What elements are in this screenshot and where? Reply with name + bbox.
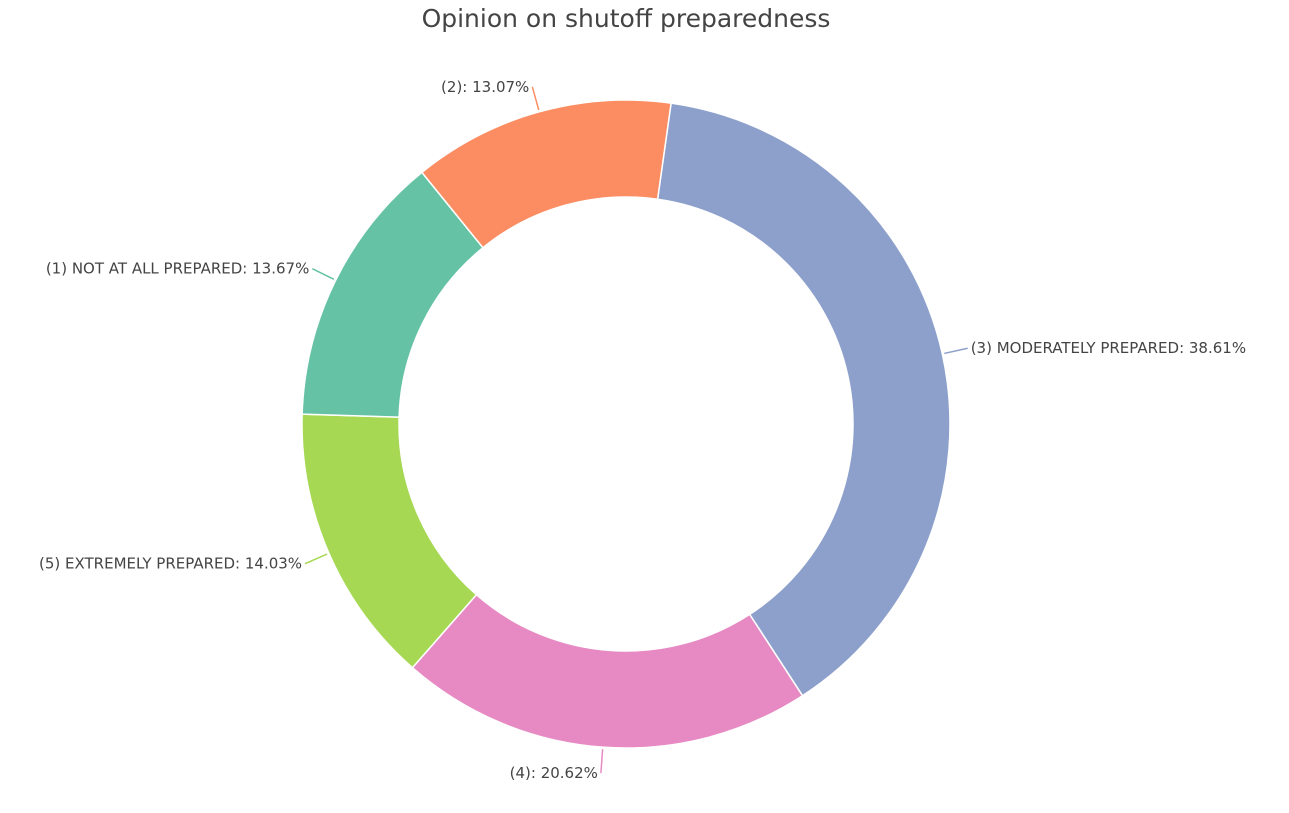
leader-line-3-moderately-prepared <box>944 348 967 353</box>
slice-label-3-moderately-prepared: (3) MODERATELY PREPARED: 38.61% <box>971 339 1246 357</box>
donut-slices <box>302 100 950 748</box>
slice-label-5-extremely-prepared: (5) EXTREMELY PREPARED: 14.03% <box>39 555 302 573</box>
leader-line-1-not-at-all-prepared <box>312 269 334 280</box>
slice-label-1-not-at-all-prepared: (1) NOT AT ALL PREPARED: 13.67% <box>46 260 310 278</box>
leader-line-4 <box>601 749 603 773</box>
donut-slice-3-moderately-prepared[interactable] <box>658 103 950 696</box>
slice-label-4: (4): 20.62% <box>510 764 598 782</box>
slice-label-2: (2): 13.07% <box>441 78 529 96</box>
donut-slice-4[interactable] <box>412 595 802 748</box>
leader-line-5-extremely-prepared <box>305 554 327 564</box>
chart-title: Opinion on shutoff preparedness <box>422 4 831 33</box>
leader-line-2 <box>532 87 538 110</box>
